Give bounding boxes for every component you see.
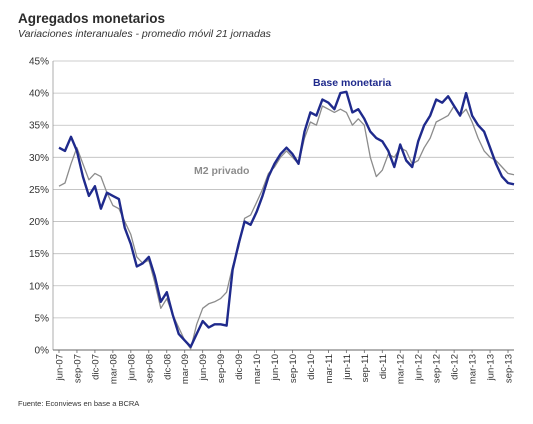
chart-title: Agregados monetarios <box>18 11 166 26</box>
y-tick-label: 0% <box>35 346 50 357</box>
series-label-m2-privado: M2 privado <box>194 165 249 177</box>
y-tick-label: 35% <box>29 121 49 132</box>
x-tick-label: mar-11 <box>324 354 335 383</box>
x-tick-label: jun-10 <box>270 354 281 381</box>
x-tick-label: jun-09 <box>198 354 209 381</box>
x-tick-label: mar-12 <box>396 354 407 384</box>
x-tick-label: dic-11 <box>378 354 389 379</box>
y-tick-label: 20% <box>29 217 49 228</box>
x-tick-label: sep-10 <box>288 354 299 383</box>
series-labels: Base monetaria M2 privado <box>194 77 391 177</box>
source-note: Fuente: Econviews en base a BCRA <box>18 399 140 408</box>
y-tick-label: 45% <box>29 57 49 68</box>
x-tick-label: jun-11 <box>342 354 353 381</box>
x-tick-label: mar-13 <box>468 354 479 384</box>
x-tick-label: jun-12 <box>414 354 425 381</box>
x-tick-label: jun-13 <box>486 354 497 381</box>
x-tick-label: jun-08 <box>126 354 137 381</box>
y-tick-label: 40% <box>29 89 49 100</box>
x-tick-label: jun-07 <box>54 354 65 381</box>
x-tick-label: mar-08 <box>108 354 119 384</box>
y-tick-label: 30% <box>29 153 49 164</box>
x-tick-label: dic-09 <box>234 354 245 380</box>
series-lines <box>58 90 515 350</box>
x-tick-label: mar-10 <box>252 354 263 384</box>
x-tick-label: sep-12 <box>432 354 443 383</box>
x-tick-label: sep-07 <box>72 354 83 383</box>
series-line-base-monetaria <box>58 90 515 348</box>
x-tick-label: sep-13 <box>504 354 515 383</box>
x-tick-label: sep-09 <box>216 354 227 383</box>
series-label-base-monetaria: Base monetaria <box>313 77 391 89</box>
x-tick-label: dic-12 <box>450 354 461 380</box>
x-axis-ticks: jun-07 sep-07 dic-07 mar-08 jun-08 sep-08 dic-… <box>54 350 515 384</box>
y-tick-label: 10% <box>29 281 49 292</box>
y-axis-ticks: 0% 5% 10% 15% 20% 25% 30% 35% 40% 45% <box>29 57 49 357</box>
y-tick-label: 15% <box>29 249 49 260</box>
x-tick-label: sep-08 <box>144 354 155 383</box>
x-tick-label: mar-09 <box>180 354 191 384</box>
y-tick-label: 5% <box>35 313 50 324</box>
y-tick-label: 25% <box>29 185 49 196</box>
grid-lines <box>52 60 514 351</box>
x-tick-label: dic-07 <box>90 354 101 380</box>
x-tick-label: dic-08 <box>162 354 173 380</box>
chart-subtitle: Variaciones interanuales - promedio móvi… <box>18 28 271 40</box>
series-line-m2-privado <box>58 105 515 350</box>
x-tick-label: dic-10 <box>306 354 317 380</box>
x-tick-label: sep-11 <box>360 354 371 382</box>
